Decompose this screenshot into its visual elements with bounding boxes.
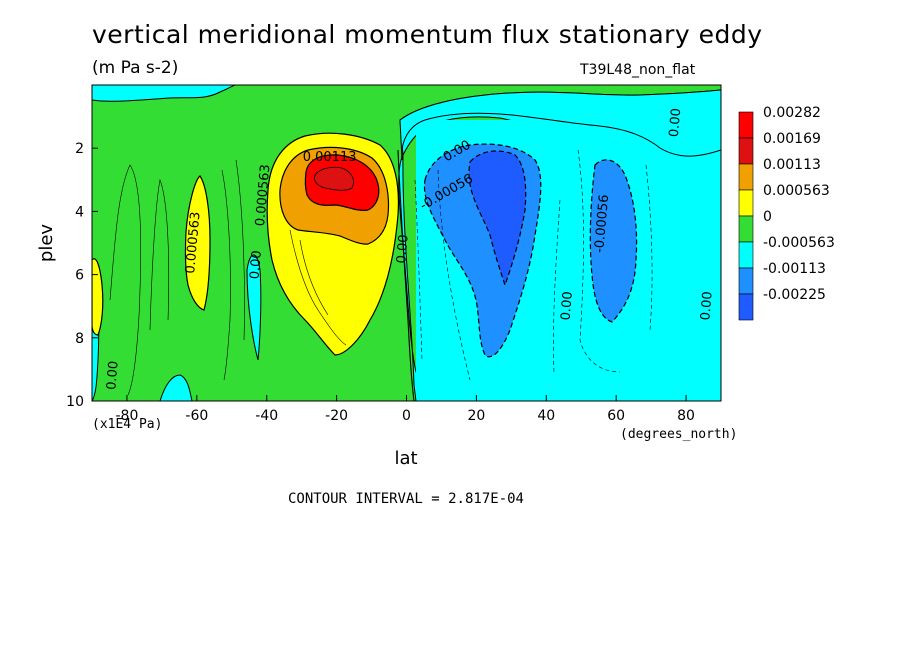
colorbar-swatch [738,215,754,243]
zero-contour-equator [397,149,415,401]
y-tick-label: 2 [75,141,84,157]
x-tick-label: -60 [185,408,208,424]
region-neg-strong-north [468,150,527,287]
x-tick-label: 40 [537,408,555,424]
colorbar-label: 0.000563 [763,183,830,199]
y-tick-label: 10 [66,394,84,410]
colorbar-label: 0.00169 [763,131,821,147]
y-tick-label: 6 [75,268,84,284]
patch-negative-mid-left [246,254,262,361]
contour-label: 0.00113 [303,150,357,165]
colorbar-label: -0.00113 [763,261,826,277]
contour-lines-south [109,159,347,396]
x-tick-label: 0 [402,408,411,424]
y-axis-title: plev [36,224,57,263]
colorbar-label: 0 [763,209,772,225]
contour-label: 0.00 [394,234,411,264]
colorbar-swatch [738,241,754,269]
contour-label: 0.000563 [183,211,203,274]
contour-lines-north [414,149,653,381]
colorbar-swatch [738,267,754,295]
contour-label: 0.00 [559,291,576,321]
colorbar-swatch [738,189,754,217]
colorbar-label: 0.00282 [763,105,821,121]
y-units-label: (x1E4 Pa) [92,417,162,432]
region-negative-top [399,89,721,161]
patch-negative-sp-bottom [159,374,193,401]
colorbar-label: -0.00225 [763,287,826,303]
colorbar-swatch [738,137,754,165]
region-pos-south-peak-core [314,166,354,191]
colorbar-label: 0.00113 [763,157,821,173]
region-neg-mid-north-b [589,159,638,323]
x-axis: -80 -60 -40 -20 0 20 40 60 80 [116,395,695,424]
x-tick-label: 60 [607,408,625,424]
contour-label: 0.00 [698,291,715,321]
y-tick-label: 8 [75,331,84,347]
region-pos-south-band [184,175,211,311]
x-tick-label: -40 [255,408,278,424]
contour-label: 0.00 [248,250,265,280]
x-tick-label: 80 [677,408,695,424]
x-tick-label: 20 [467,408,485,424]
contour-label: -0.00056 [592,194,612,254]
x-tick-label: -20 [325,408,348,424]
x-tick-label: -80 [116,408,139,424]
contour-labels: 0.00113 0.000563 0.000563 0.00 0.00 0.00 0.00 -… [104,108,716,391]
patch-negative-top-left [92,85,236,102]
y-tick-label: 4 [75,204,84,220]
contour-label: 0.00 [667,108,684,138]
colorbar-swatch [738,163,754,191]
x-units-label: (degrees_north) [620,427,737,442]
chart-units: (m Pa s-2) [92,58,179,78]
run-label: T39L48_non_flat [580,62,696,78]
x-axis-title: lat [394,448,417,469]
contour-label: 0.000563 [253,164,273,227]
colorbar-swatch [738,293,754,321]
contour-label: 0.00 [104,360,121,390]
colorbar-label: -0.000563 [763,235,835,251]
contour-interval-text: CONTOUR INTERVAL = 2.817E-04 [288,491,524,507]
contour-field [92,85,721,401]
region-pos-south-left [92,258,104,336]
chart-title: vertical meridional momentum flux statio… [92,20,763,49]
colorbar: 0.00282 0.00169 0.00113 0.000563 0 -0.000563 -… [738,105,835,321]
colorbar-swatch [738,111,754,139]
y-axis: 2 4 6 8 10 [66,141,98,410]
